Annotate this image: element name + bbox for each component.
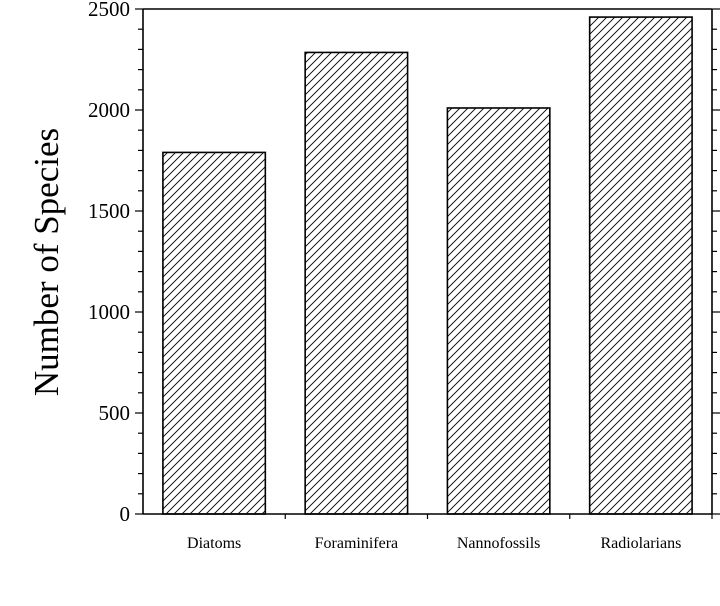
y-tick-label: 2000 — [88, 98, 130, 122]
x-tick-label-diatoms: Diatoms — [187, 535, 241, 552]
x-tick-label-radiolarians: Radiolarians — [600, 535, 681, 552]
y-tick-label: 2500 — [88, 0, 130, 21]
y-tick-label: 500 — [99, 401, 131, 425]
bar-nannofossils — [446, 107, 551, 515]
bar-diatoms — [162, 151, 267, 515]
bars-layer — [162, 16, 693, 515]
labels-layer: Diatoms Foraminifera Nannofossils Radiolari… — [88, 0, 681, 552]
x-tick-label-nannofossils: Nannofossils — [457, 535, 541, 552]
y-tick-label: 0 — [120, 502, 131, 526]
bar-foraminifera — [304, 51, 409, 515]
y-tick-label: 1500 — [88, 199, 130, 223]
bar-radiolarians — [588, 16, 693, 515]
ticks-layer — [135, 8, 720, 519]
y-tick-label: 1000 — [88, 300, 130, 324]
x-tick-label-foraminifera: Foraminifera — [315, 535, 399, 552]
y-axis-title: Number of Species — [27, 128, 66, 396]
